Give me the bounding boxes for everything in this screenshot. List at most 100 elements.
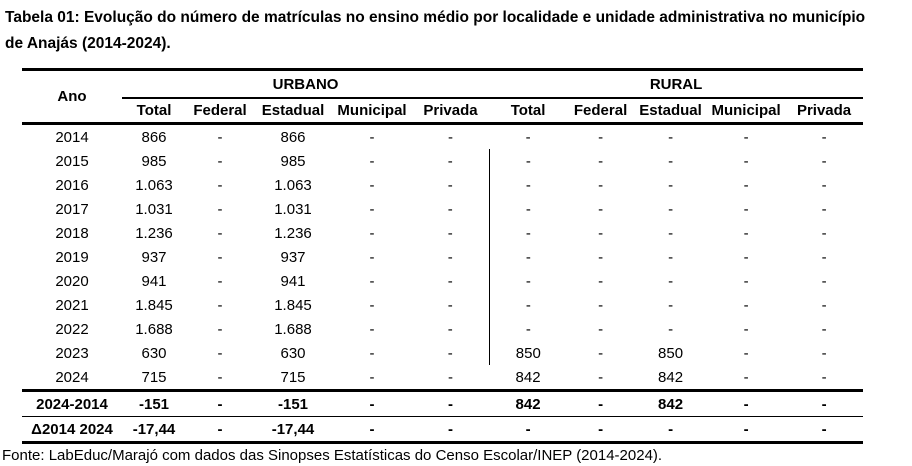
value-cell: -	[598, 200, 604, 218]
value-cell: -	[821, 420, 827, 438]
value-cell: -	[598, 176, 604, 194]
subheader-row: Total Federal Estadual Municipal Privada Tota…	[22, 98, 864, 125]
value-cell: -	[488, 221, 568, 245]
value-cell: -	[217, 200, 223, 218]
summary-row: 2024-2014 -151- -151- -842-842- -	[22, 389, 864, 417]
value-cell: 985	[280, 152, 306, 170]
value-cell: -	[821, 248, 827, 266]
value-cell: 850	[488, 341, 568, 365]
value-cell: -	[668, 224, 674, 242]
value-cell: -	[743, 272, 749, 290]
value-cell: -	[821, 152, 827, 170]
value-cell: -	[488, 197, 568, 221]
value-cell: 1.236	[274, 224, 312, 242]
value-cell: -	[743, 296, 749, 314]
table-row: 2019 937 - 937 - - - - - - -	[22, 245, 863, 269]
value-cell: 1.063	[274, 176, 312, 194]
value-cell: 630	[280, 344, 306, 362]
value-cell: 937	[141, 248, 167, 266]
value-cell: -	[488, 293, 568, 317]
value-cell: 1.845	[135, 296, 173, 314]
matriculas-table: Ano URBANO RURAL Total Federal Estadual Mun…	[22, 68, 864, 444]
value-cell: -	[447, 272, 453, 290]
table-row: 2020 941 - 941 - - - - - - -	[22, 269, 863, 293]
row-label: 2023	[55, 344, 89, 362]
value-cell: -	[598, 368, 604, 386]
value-cell: -	[369, 344, 375, 362]
row-label: Δ2014 2024	[31, 420, 113, 438]
value-cell: -	[369, 320, 375, 338]
value-cell: -	[217, 152, 223, 170]
col-header-urbano-estadual: Estadual	[254, 98, 332, 125]
value-cell: -	[743, 344, 749, 362]
col-header-rural-federal: Federal	[567, 98, 635, 125]
value-cell: -	[369, 296, 375, 314]
value-cell: -	[668, 296, 674, 314]
value-cell: -	[447, 248, 453, 266]
value-cell: -	[598, 320, 604, 338]
table-row: 2018 1.236 - 1.236 - - - - - - -	[22, 221, 863, 245]
value-cell: -	[217, 272, 223, 290]
value-cell: -	[743, 420, 749, 438]
table-row: 2015 985 - 985 - - - - - - -	[22, 149, 863, 173]
value-cell: -	[369, 368, 375, 386]
value-cell: 1.031	[274, 200, 312, 218]
value-cell: -	[821, 128, 827, 146]
value-cell: -	[217, 420, 223, 438]
table-row: 2016 1.063 - 1.063 - - - - - - -	[22, 173, 863, 197]
value-cell: -	[447, 344, 453, 362]
value-cell: -	[598, 344, 604, 362]
value-cell: 842	[515, 368, 541, 386]
value-cell: -	[217, 224, 223, 242]
table-row: 2017 1.031 - 1.031 - - - - - - -	[22, 197, 863, 221]
value-cell: -	[369, 272, 375, 290]
row-label: 2018	[55, 224, 89, 242]
value-cell: -	[668, 200, 674, 218]
value-cell: -	[743, 224, 749, 242]
value-cell: -	[668, 420, 674, 438]
row-label: 2022	[55, 320, 89, 338]
value-cell: -	[743, 200, 749, 218]
value-cell: -	[369, 420, 375, 438]
value-cell: -	[447, 176, 453, 194]
value-cell: 842	[634, 389, 708, 417]
table-caption: Tabela 01: Evolução do número de matrícu…	[5, 9, 866, 52]
value-cell: -	[743, 128, 749, 146]
value-cell: -	[821, 368, 827, 386]
source-note: Fonte: LabEduc/Marajó com dados das Sino…	[2, 447, 663, 464]
value-cell: -	[668, 128, 674, 146]
col-header-rural-estadual: Estadual	[634, 98, 708, 125]
value-cell: -	[743, 248, 749, 266]
value-cell: 630	[141, 344, 167, 362]
row-label: 2024-2014	[22, 389, 122, 417]
value-cell: -	[821, 176, 827, 194]
value-cell: -	[448, 368, 454, 386]
value-cell: -	[186, 389, 254, 417]
value-cell: -	[447, 152, 453, 170]
value-cell: 1.031	[135, 200, 173, 218]
value-cell: -	[447, 200, 453, 218]
value-cell: -	[821, 344, 827, 362]
group-header-row: Ano URBANO RURAL	[22, 69, 864, 125]
value-cell: -	[598, 128, 604, 146]
value-cell: 1.063	[135, 176, 173, 194]
row-label: 2017	[55, 200, 89, 218]
value-cell: -	[447, 296, 453, 314]
row-label: 2021	[55, 296, 89, 314]
value-cell: -	[488, 173, 568, 197]
col-header-rural-municipal: Municipal	[707, 98, 786, 125]
table-row: 2023 630 - 630 - - 850 - 850 - -	[22, 341, 863, 365]
row-label: 2020	[55, 272, 89, 290]
value-cell: 937	[280, 248, 306, 266]
value-cell: -	[668, 272, 674, 290]
table-row: 2021 1.845 - 1.845 - - - - - - -	[22, 293, 863, 317]
value-cell: -	[743, 176, 749, 194]
value-cell: -	[369, 128, 375, 146]
value-cell: -	[217, 320, 223, 338]
table-row: 2024 715 - 715 - - 842 - 842 - -	[22, 365, 863, 391]
value-cell: -	[743, 152, 749, 170]
col-header-rural-total: Total	[489, 98, 568, 125]
col-header-urbano-municipal: Municipal	[332, 98, 412, 125]
value-cell: -	[668, 320, 674, 338]
value-cell: -	[447, 224, 453, 242]
